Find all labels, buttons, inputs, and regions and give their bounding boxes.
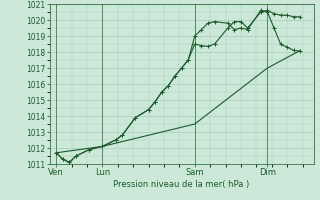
X-axis label: Pression niveau de la mer( hPa ): Pression niveau de la mer( hPa ) [114, 180, 250, 189]
